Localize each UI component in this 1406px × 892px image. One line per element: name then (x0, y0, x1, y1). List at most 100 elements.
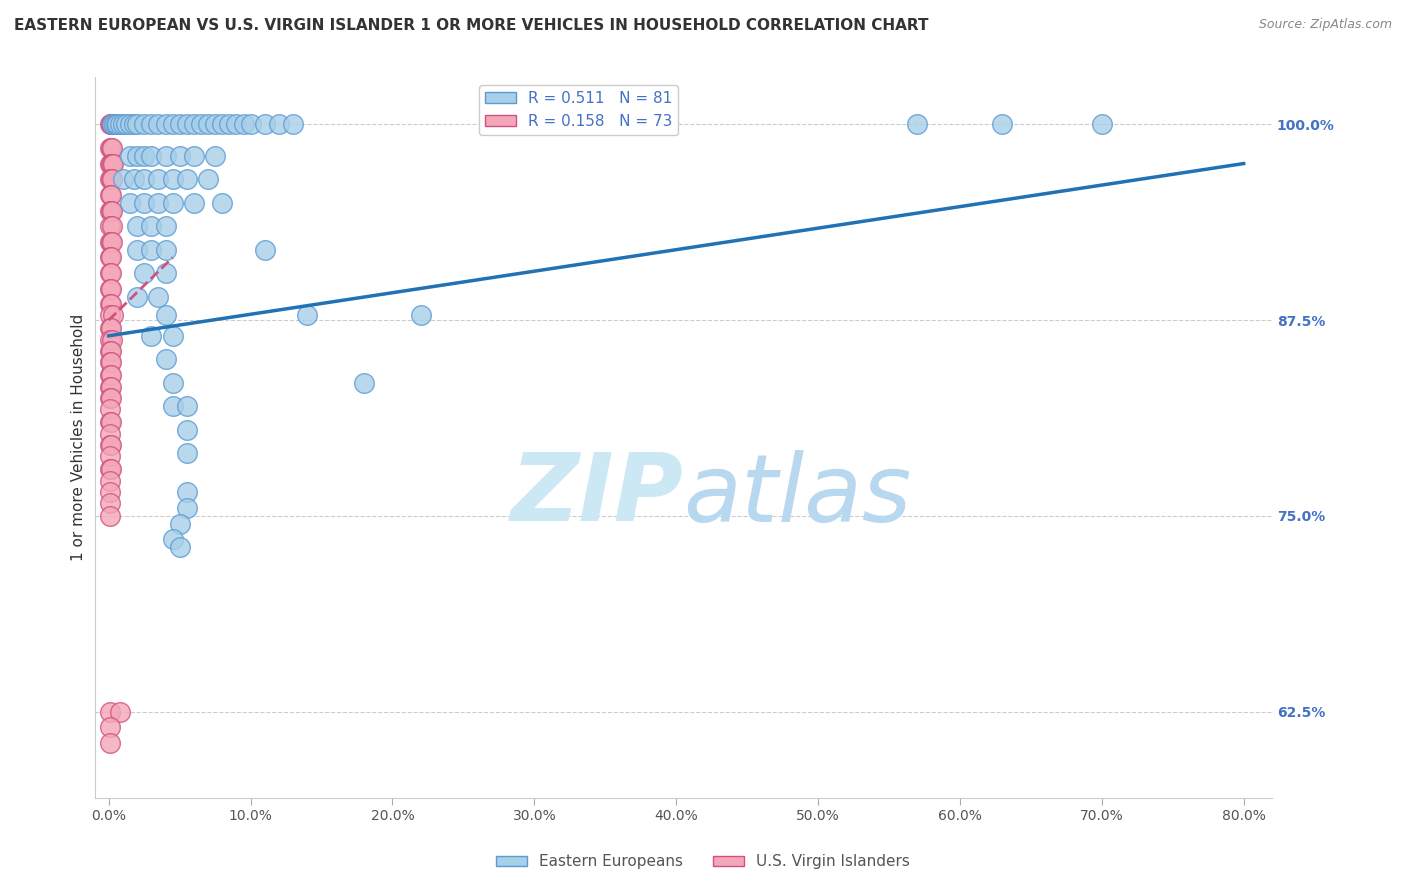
Point (98, 496, 121, 510)
Point (100, 266, 122, 280)
Point (100, 355, 122, 369)
Point (100, 156, 122, 170)
Point (141, 219, 163, 234)
Point (155, 149, 177, 163)
Point (127, 117, 149, 131)
Point (162, 195, 184, 210)
Legend: Eastern Europeans, U.S. Virgin Islanders: Eastern Europeans, U.S. Virgin Islanders (489, 848, 917, 875)
Point (100, 203, 122, 218)
Y-axis label: 1 or more Vehicles in Household: 1 or more Vehicles in Household (72, 314, 86, 561)
Point (100, 219, 122, 234)
Point (197, 117, 219, 131)
Point (190, 117, 212, 131)
Point (101, 156, 124, 170)
Point (100, 187, 122, 202)
Point (162, 117, 184, 131)
Point (101, 309, 124, 323)
Point (162, 376, 184, 390)
Point (98, 368, 121, 382)
Point (98, 187, 121, 202)
Point (98, 736, 121, 750)
Point (98, 415, 121, 429)
Point (162, 399, 184, 413)
Point (98, 141, 121, 155)
Point (267, 117, 290, 131)
Point (118, 149, 141, 163)
Text: ZIP: ZIP (510, 450, 683, 541)
Point (100, 235, 122, 249)
Text: EASTERN EUROPEAN VS U.S. VIRGIN ISLANDER 1 OR MORE VEHICLES IN HOUSEHOLD CORRELA: EASTERN EUROPEAN VS U.S. VIRGIN ISLANDER… (14, 18, 928, 33)
Point (100, 203, 122, 218)
Point (155, 309, 177, 323)
Point (104, 117, 127, 131)
Point (98, 705, 121, 719)
Point (108, 705, 131, 719)
Point (253, 243, 276, 257)
Point (103, 117, 125, 131)
Point (100, 462, 122, 476)
Point (98, 438, 121, 452)
Point (141, 243, 163, 257)
Point (114, 117, 136, 131)
Point (127, 243, 149, 257)
Point (124, 117, 146, 131)
Point (162, 328, 184, 343)
Point (134, 117, 156, 131)
Point (183, 149, 205, 163)
Point (118, 117, 141, 131)
Point (100, 117, 122, 131)
Point (127, 290, 149, 304)
Point (108, 117, 131, 131)
Point (176, 501, 198, 516)
Point (98, 219, 121, 234)
Point (134, 172, 156, 186)
Point (98, 450, 121, 464)
Point (204, 149, 226, 163)
Point (141, 149, 163, 163)
Point (98, 475, 121, 489)
Point (253, 117, 276, 131)
Point (100, 117, 122, 131)
Point (98, 172, 121, 186)
Point (211, 117, 233, 131)
Point (176, 172, 198, 186)
Point (100, 321, 122, 335)
Point (183, 195, 205, 210)
Point (98, 392, 121, 406)
Point (100, 117, 122, 131)
Point (141, 117, 163, 131)
Point (98, 355, 121, 369)
Point (155, 243, 177, 257)
Point (297, 309, 319, 323)
Point (991, 117, 1014, 131)
Point (1091, 117, 1114, 131)
Text: atlas: atlas (683, 450, 911, 541)
Point (100, 380, 122, 394)
Point (98, 462, 121, 476)
Point (353, 376, 375, 390)
Point (141, 328, 163, 343)
Point (155, 266, 177, 280)
Point (104, 117, 127, 131)
Point (100, 334, 122, 348)
Point (124, 172, 146, 186)
Point (100, 235, 122, 249)
Point (169, 516, 191, 531)
Point (225, 117, 247, 131)
Point (100, 156, 122, 170)
Point (98, 380, 121, 394)
Point (100, 141, 122, 155)
Point (100, 438, 122, 452)
Text: Source: ZipAtlas.com: Source: ZipAtlas.com (1258, 18, 1392, 31)
Point (98, 266, 121, 280)
Point (409, 309, 432, 323)
Point (176, 423, 198, 437)
Point (98, 309, 121, 323)
Point (204, 117, 226, 131)
Point (101, 117, 124, 131)
Point (134, 195, 156, 210)
Point (162, 533, 184, 547)
Point (148, 290, 170, 304)
Point (211, 195, 233, 210)
Point (176, 117, 198, 131)
